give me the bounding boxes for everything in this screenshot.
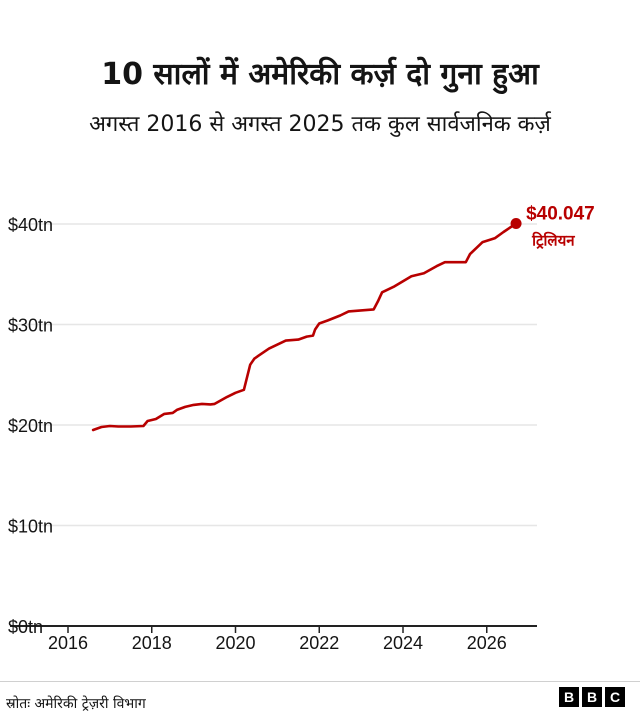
x-tick-label: 2026: [467, 633, 507, 653]
plot-background: [6, 152, 632, 672]
x-tick-label: 2018: [132, 633, 172, 653]
debt-series-line: [91, 222, 518, 432]
y-tick-label: $10tn: [8, 517, 53, 537]
grid-layer: [10, 223, 537, 627]
endpoint-unit-label: ट्रिलियन: [531, 232, 575, 250]
x-tick-label: 2020: [215, 633, 255, 653]
bbc-logo: B B C: [559, 687, 625, 707]
chart-title: 10 सालों में अमेरिकी कर्ज़ दो गुना हुआ: [101, 57, 539, 92]
y-tick-label: $40tn: [8, 215, 53, 235]
bbc-logo-letter: C: [605, 687, 625, 707]
annotation-layer: $40.047 ट्रिलियन: [510, 204, 595, 250]
debt-line-chart: $0tn $10tn $20tn $30tn $40tn 2016 2018 2020 202…: [8, 204, 595, 653]
source-note: स्रोतः अमेरिकी ट्रेज़री विभाग: [6, 696, 146, 712]
footer-divider: [0, 681, 640, 682]
x-tick-labels: 2016 2018 2020 2022 2024 2026: [48, 626, 507, 653]
x-tick-label: 2024: [383, 633, 423, 653]
y-tick-labels: $0tn $10tn $20tn $30tn $40tn: [8, 215, 53, 637]
bbc-logo-letter: B: [582, 687, 602, 707]
chart-subtitle: अगस्त 2016 से अगस्त 2025 तक कुल सार्वजनि…: [89, 112, 551, 137]
x-tick-label: 2022: [299, 633, 339, 653]
endpoint-marker: [510, 218, 522, 230]
bbc-logo-letter: B: [559, 687, 579, 707]
endpoint-value-label: $40.047: [526, 204, 595, 225]
x-tick-label: 2016: [48, 633, 88, 653]
y-tick-label: $0tn: [8, 617, 43, 637]
series-layer: [91, 222, 518, 432]
y-tick-label: $20tn: [8, 416, 53, 436]
y-tick-label: $30tn: [8, 316, 53, 336]
